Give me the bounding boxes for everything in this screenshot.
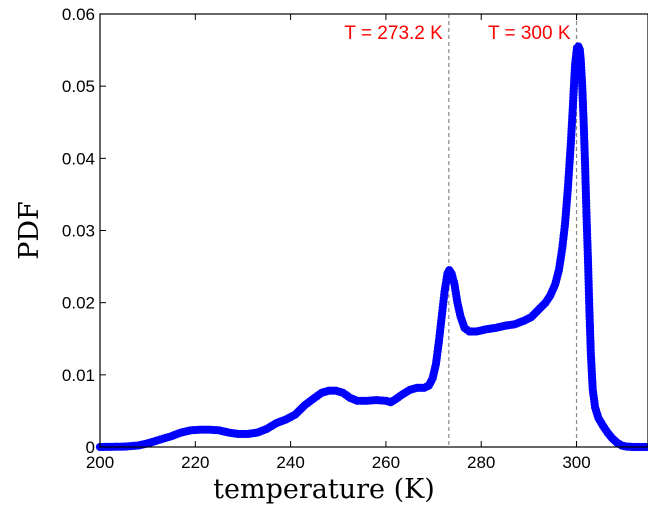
y-tick-label: 0	[86, 438, 95, 457]
x-tick-label: 260	[372, 453, 400, 472]
axis-ticks	[99, 13, 578, 448]
x-tick-label: 280	[467, 453, 495, 472]
x-tick-label: 300	[562, 453, 590, 472]
tick-labels: 200 220 240 260 280 300 0 0.01 0.02 0.03 0.04 0.05 0…	[62, 5, 591, 472]
x-tick-label: 200	[86, 453, 114, 472]
y-tick-label: 0.03	[62, 222, 95, 241]
x-axis-label: temperature (K)	[213, 474, 435, 505]
x-tick-label: 220	[181, 453, 209, 472]
vline-label-0: T = 273.2 K	[344, 23, 443, 44]
vertical-reference-lines	[448, 14, 578, 447]
vline-label-1: T = 300 K	[488, 23, 571, 44]
y-tick-label: 0.06	[62, 5, 95, 24]
annotations: T = 273.2 K T = 300 K	[344, 23, 570, 44]
y-tick-label: 0.02	[62, 294, 95, 313]
y-tick-label: 0.01	[62, 366, 95, 385]
y-tick-label: 0.05	[62, 77, 95, 96]
y-tick-label: 0.04	[62, 149, 95, 168]
x-tick-label: 240	[276, 453, 304, 472]
data-points	[95, 42, 648, 452]
y-axis-label: PDF	[14, 201, 45, 260]
